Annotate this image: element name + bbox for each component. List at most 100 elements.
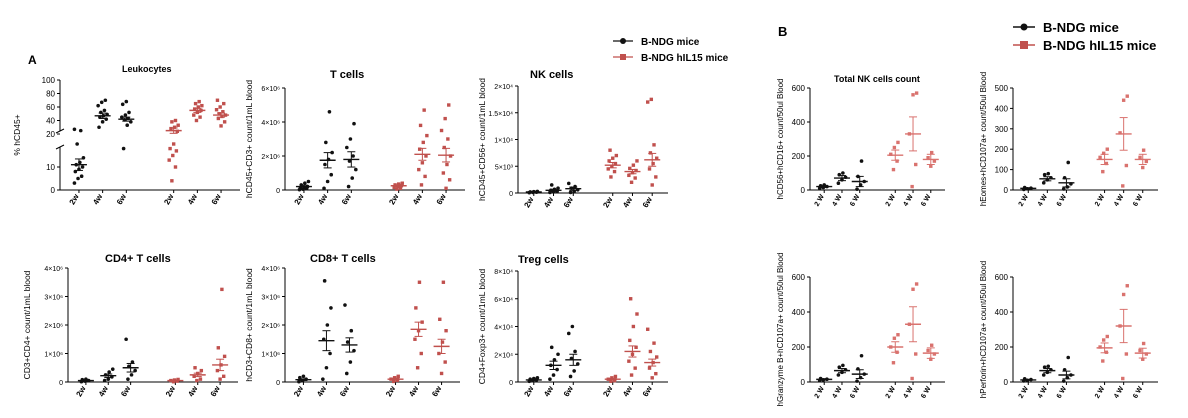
- y-axis-label: CD3+CD4+ count/1mL blood: [22, 270, 32, 379]
- chart-panel: NK cells hCD45+CD56+ count/1mL blood 0 5×10…: [477, 69, 668, 209]
- y-tick-label: 100: [42, 76, 56, 85]
- y-tick-label: 4×10⁶: [261, 120, 280, 127]
- data-point: [439, 128, 444, 133]
- data-point: [345, 145, 349, 150]
- data-point: [215, 98, 220, 102]
- data-point: [123, 113, 128, 117]
- data-point: [303, 181, 307, 185]
- data-point: [891, 167, 896, 172]
- data-point: [911, 287, 915, 291]
- y-tick-label: 2×10⁶: [261, 154, 280, 161]
- x-tick-label: 4w: [91, 192, 105, 206]
- data-point: [347, 159, 352, 163]
- y-tick-label: 80: [46, 90, 55, 99]
- x-tick-label: 4 W: [1113, 385, 1125, 400]
- y-tick-label: 8×10⁴: [494, 269, 513, 276]
- data-point: [174, 149, 179, 153]
- legend-a-label-2: B-NDG hIL15 mice: [641, 53, 729, 64]
- data-point: [1144, 159, 1149, 164]
- data-point: [392, 379, 396, 384]
- x-tick-label: 6w: [641, 195, 655, 209]
- data-point: [440, 340, 445, 344]
- data-point: [323, 162, 327, 167]
- x-tick-label: 4w: [542, 384, 556, 398]
- chart-panel: Leukocytes % hCD45+ 0 10 20 40 60 80 100 2w 4w 6w 2w…: [12, 64, 240, 206]
- data-point: [648, 151, 653, 155]
- data-point: [417, 280, 422, 284]
- y-tick-label: 40: [46, 117, 55, 126]
- data-point: [628, 338, 632, 343]
- data-point: [322, 279, 327, 283]
- data-point: [419, 183, 424, 187]
- y-axis-label: hCD3+CD8+ count/1mL blood: [244, 268, 254, 382]
- legend-b: B-NDG mice B-NDG hIL15 mice: [1013, 20, 1156, 53]
- data-point: [1101, 151, 1106, 155]
- x-tick-label: 2 W: [814, 385, 826, 400]
- data-point: [633, 366, 637, 370]
- x-tick-label: 6 W: [920, 193, 932, 208]
- data-point: [79, 174, 84, 178]
- data-point: [911, 93, 915, 97]
- data-point: [441, 171, 446, 175]
- data-point: [198, 377, 203, 381]
- y-tick-label: 100: [995, 166, 1009, 175]
- y-tick-label: 1×10⁶: [44, 352, 63, 359]
- data-point: [222, 354, 227, 359]
- y-tick-label: 200: [792, 343, 806, 352]
- y-tick-label: 2×10⁶: [44, 323, 63, 330]
- data-point: [72, 127, 77, 132]
- x-tick-label: 6w: [641, 384, 655, 398]
- data-point: [447, 103, 451, 107]
- data-point: [351, 154, 355, 158]
- data-point: [75, 142, 79, 146]
- data-point: [392, 185, 396, 190]
- y-tick-label: 0: [801, 186, 806, 195]
- data-point: [611, 156, 615, 160]
- x-tick-label: 2w: [68, 192, 82, 206]
- data-point: [1138, 155, 1142, 160]
- data-point: [422, 108, 426, 112]
- data-point: [891, 361, 896, 365]
- data-point: [548, 377, 552, 382]
- y-tick-label: 1×10⁶: [261, 352, 280, 359]
- data-point: [609, 175, 613, 179]
- chart-title: Total NK cells count: [834, 74, 920, 84]
- y-tick-label: 600: [792, 273, 806, 282]
- data-point: [324, 140, 328, 145]
- data-point: [1125, 94, 1129, 98]
- data-point: [926, 348, 930, 353]
- data-point: [72, 181, 77, 185]
- data-point: [193, 366, 197, 370]
- y-tick-label: 400: [995, 104, 1009, 113]
- data-point: [99, 100, 104, 105]
- panel-label-b: B: [778, 24, 787, 39]
- legend-a-entry-2: B-NDG hIL15 mice: [613, 53, 729, 64]
- data-point: [1141, 357, 1145, 361]
- data-point: [841, 171, 845, 175]
- x-tick-label: 6 W: [1056, 385, 1068, 400]
- data-point: [301, 374, 306, 379]
- data-point: [400, 181, 404, 185]
- data-point: [651, 161, 655, 166]
- data-point: [1141, 148, 1146, 152]
- x-tick-label: 2 W: [1094, 385, 1106, 400]
- data-point: [635, 159, 639, 163]
- x-tick-label: 4 W: [902, 193, 914, 208]
- data-point: [1118, 131, 1122, 135]
- data-point: [78, 128, 83, 133]
- data-point: [1101, 338, 1106, 342]
- y-tick-label: 6×10⁴: [494, 297, 513, 304]
- data-point: [932, 159, 937, 163]
- data-point: [633, 176, 637, 180]
- data-point: [220, 114, 224, 119]
- x-tick-label: 2w: [292, 384, 306, 398]
- data-point: [1066, 355, 1071, 360]
- data-point: [170, 179, 174, 183]
- chart-title: T cells: [330, 69, 364, 81]
- data-point: [110, 367, 115, 371]
- y-tick-label: 5×10³: [495, 164, 514, 171]
- data-point: [1105, 147, 1109, 151]
- data-point: [859, 159, 864, 163]
- data-point: [1098, 345, 1102, 349]
- data-point: [551, 373, 556, 377]
